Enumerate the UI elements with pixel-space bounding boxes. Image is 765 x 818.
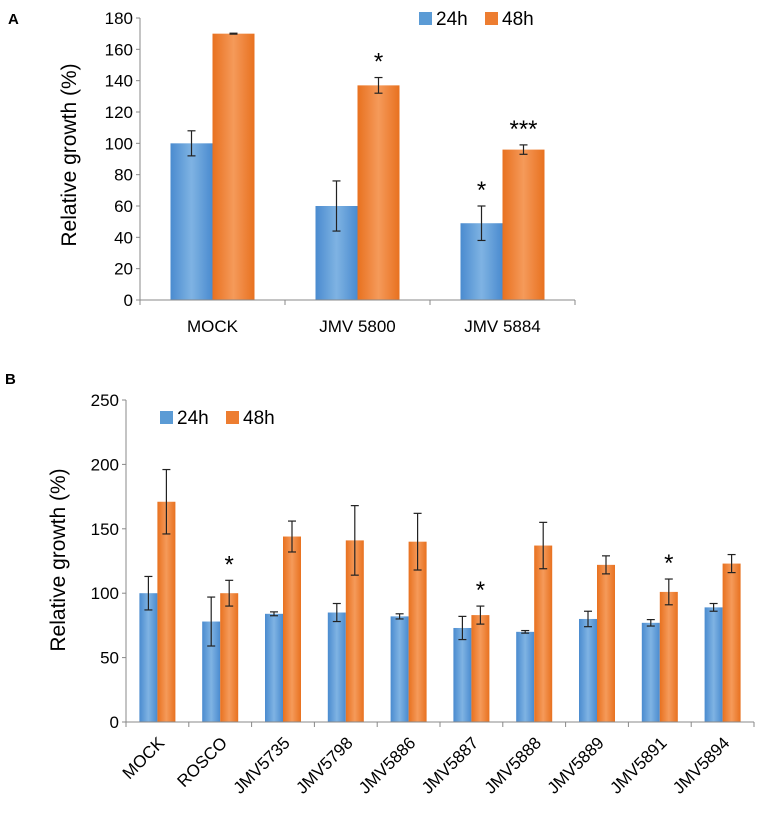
y-tick-label: 160 <box>105 40 133 59</box>
y-tick-label: 0 <box>110 713 119 732</box>
x-category-label: JMV5888 <box>481 733 545 797</box>
y-tick-label: 250 <box>91 391 119 410</box>
panel-a-bars <box>170 33 545 301</box>
y-tick-label: 40 <box>114 228 133 247</box>
panel-a-annotations: ***** <box>374 49 538 204</box>
bar-48h-jmv5884 <box>502 149 545 300</box>
legend-swatch-24h <box>419 12 432 25</box>
bar-48h-jmv5891 <box>659 591 678 722</box>
bar-24h-mock <box>170 143 213 300</box>
significance-marker: * <box>664 550 673 577</box>
y-tick-label: 80 <box>114 166 133 185</box>
significance-marker: * <box>477 177 486 204</box>
x-category-label: JMV5887 <box>418 733 482 797</box>
y-tick-label: 140 <box>105 72 133 91</box>
panel-a-ylabel: Relative growth (%) <box>58 63 81 246</box>
bar-24h-jmv5798 <box>327 612 346 722</box>
x-category-label: JMV5798 <box>292 733 356 797</box>
bar-24h-jmv5735 <box>265 613 283 722</box>
legend-label-48h: 48h <box>243 408 275 429</box>
x-category-label: JMV5889 <box>544 733 608 797</box>
panel-a: A Relative growth (%) 0 20 40 60 80 100 120 140… <box>8 9 576 336</box>
panel-a-y-ticks: 0 20 40 60 80 100 120 140 160 180 <box>105 9 133 310</box>
panel-a-legend: 24h 48h <box>419 9 534 30</box>
x-category-label: JMV5894 <box>669 733 733 797</box>
bar-48h-jmv5800 <box>357 85 400 300</box>
legend-label-24h: 24h <box>177 408 209 429</box>
y-tick-label: 150 <box>91 520 119 539</box>
y-tick-label: 0 <box>124 291 133 310</box>
x-category-label: MOCK <box>119 733 169 783</box>
bar-48h-jmv5888 <box>534 545 553 722</box>
significance-marker: * <box>225 551 234 578</box>
bar-24h-jmv5889 <box>579 618 597 722</box>
x-category-label: MOCK <box>187 317 239 336</box>
x-category-label: ROSCO <box>174 733 232 791</box>
bar-48h-mock <box>157 501 176 722</box>
bar-48h-jmv5798 <box>345 540 364 722</box>
panel-b: B Relative growth (%) 0 50 100 150 200 250 MO… <box>5 371 755 798</box>
x-category-label: JMV5886 <box>355 733 419 797</box>
panel-b-legend: 24h 48h <box>160 408 275 429</box>
panel-b-error-bars <box>144 468 736 647</box>
x-category-label: JMV5891 <box>606 733 670 797</box>
panel-a-axes <box>136 17 576 305</box>
y-tick-label: 200 <box>91 455 119 474</box>
x-category-label: JMV 5800 <box>319 317 396 336</box>
legend-swatch-48h <box>485 12 498 25</box>
bar-24h-jmv5886 <box>390 616 409 722</box>
bar-48h-mock <box>212 33 255 301</box>
panel-b-label: B <box>5 371 16 388</box>
bar-24h-jmv5894 <box>704 607 723 722</box>
legend-label-24h: 24h <box>436 9 468 30</box>
bar-48h-jmv5894 <box>722 563 741 722</box>
bar-24h-mock <box>139 593 158 722</box>
legend-swatch-48h <box>226 411 239 424</box>
bar-24h-rosco <box>202 621 221 722</box>
panel-b-bars <box>139 501 741 722</box>
panel-b-axes <box>122 399 755 727</box>
y-tick-label: 20 <box>114 260 133 279</box>
y-tick-label: 60 <box>114 197 133 216</box>
y-tick-label: 180 <box>105 9 133 28</box>
panel-a-category-labels: MOCK JMV 5800 JMV 5884 <box>187 317 541 336</box>
panel-a-error-bars <box>187 32 528 242</box>
panel-b-annotations: * * * <box>225 550 674 604</box>
y-tick-label: 100 <box>91 584 119 603</box>
y-tick-label: 100 <box>105 134 133 153</box>
x-category-label: JMV 5884 <box>464 317 541 336</box>
significance-marker: *** <box>509 116 537 143</box>
panel-b-y-ticks: 0 50 100 150 200 250 <box>91 391 119 732</box>
bar-48h-jmv5735 <box>283 536 301 722</box>
legend-label-48h: 48h <box>502 9 534 30</box>
bar-48h-rosco <box>220 593 239 722</box>
panel-b-ylabel: Relative growth (%) <box>47 468 70 651</box>
x-category-label: JMV5735 <box>230 733 294 797</box>
significance-marker: * <box>374 49 383 76</box>
y-tick-label: 120 <box>105 103 133 122</box>
bar-24h-jmv5887 <box>453 627 472 722</box>
panel-b-category-labels: MOCK ROSCOJMV5735JMV5798JMV5886JMV5887JMV… <box>119 733 734 798</box>
bar-48h-jmv5889 <box>597 564 615 722</box>
legend-swatch-24h <box>160 411 173 424</box>
panel-a-label: A <box>8 11 19 28</box>
bar-24h-jmv5891 <box>641 622 660 722</box>
bar-48h-jmv5887 <box>471 615 490 722</box>
bar-24h-jmv5888 <box>516 631 535 722</box>
bar-48h-jmv5886 <box>408 541 427 722</box>
y-tick-label: 50 <box>100 649 119 668</box>
significance-marker: * <box>476 577 485 604</box>
